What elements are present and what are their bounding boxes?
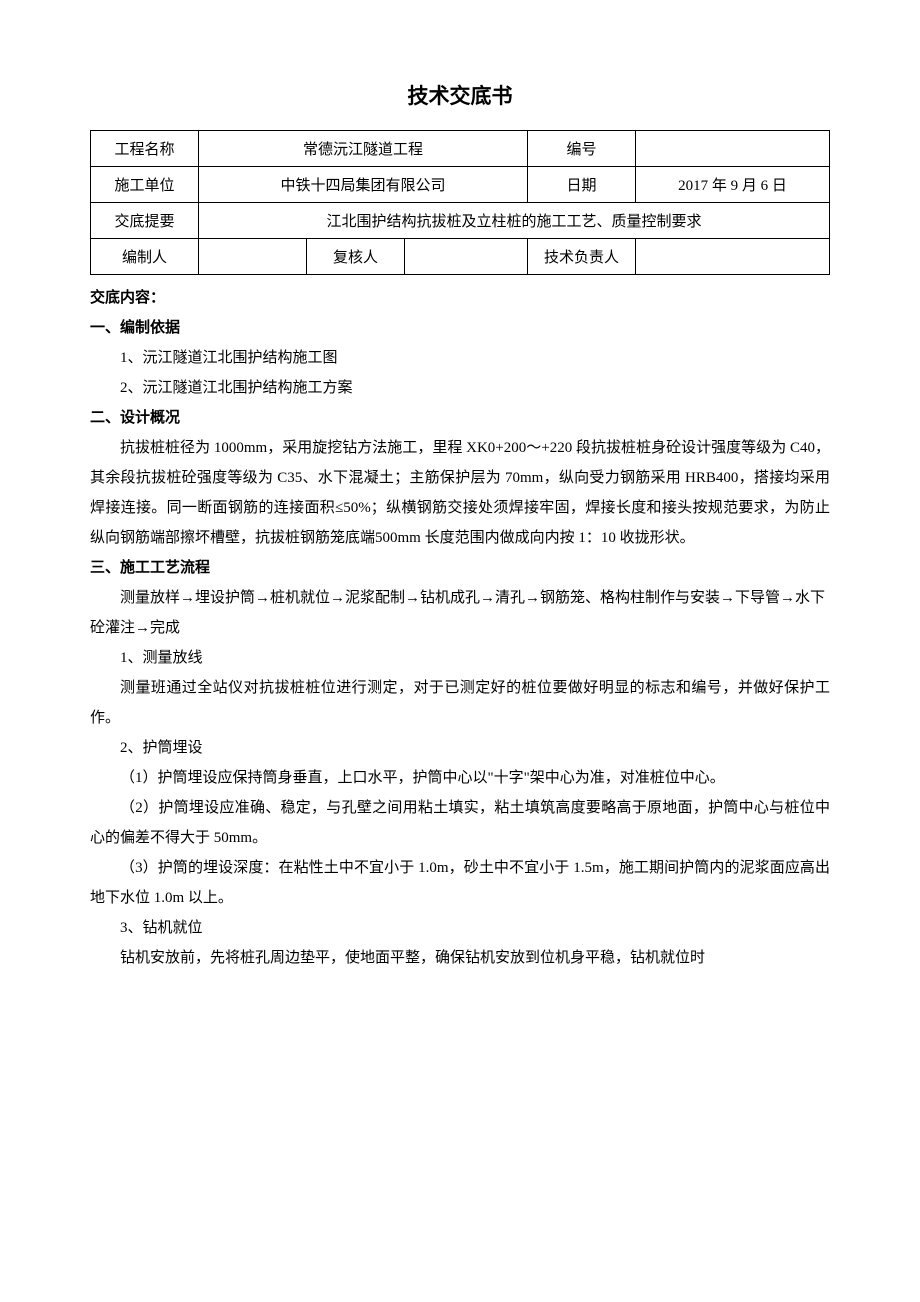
sec2-title: 二、设计概况	[90, 403, 830, 433]
author-value	[199, 239, 307, 275]
page-title: 技术交底书	[90, 80, 830, 110]
date-value: 2017 年 9 月 6 日	[636, 167, 830, 203]
tech-lead-label: 技术负责人	[528, 239, 636, 275]
content-body: 交底内容： 一、编制依据 1、沅江隧道江北围护结构施工图 2、沅江隧道江北围护结…	[90, 283, 830, 973]
serial-value	[636, 131, 830, 167]
sec3-flow: 测量放样→埋设护筒→桩机就位→泥浆配制→钻机成孔→清孔→钢筋笼、格构柱制作与安装…	[90, 583, 830, 643]
sec3-3-title: 3、钻机就位	[90, 913, 830, 943]
unit-label: 施工单位	[91, 167, 199, 203]
serial-label: 编号	[528, 131, 636, 167]
sec2-paragraph: 抗拔桩桩径为 1000mm，采用旋挖钻方法施工，里程 XK0+200～+220 …	[90, 433, 830, 553]
sec1-item1: 1、沅江隧道江北围护结构施工图	[90, 343, 830, 373]
content-header: 交底内容：	[90, 283, 830, 313]
header-table: 工程名称 常德沅江隧道工程 编号 施工单位 中铁十四局集团有限公司 日期 201…	[90, 130, 830, 275]
sec3-2-item1: （1）护筒埋设应保持筒身垂直，上口水平，护筒中心以"十字"架中心为准，对准桩位中…	[90, 763, 830, 793]
sec3-2-item3: （3）护筒的埋设深度：在粘性土中不宜小于 1.0m，砂土中不宜小于 1.5m，施…	[90, 853, 830, 913]
date-label: 日期	[528, 167, 636, 203]
reviewer-value	[405, 239, 528, 275]
summary-label: 交底提要	[91, 203, 199, 239]
sec1-title: 一、编制依据	[90, 313, 830, 343]
summary-value: 江北围护结构抗拔桩及立柱桩的施工工艺、质量控制要求	[199, 203, 830, 239]
reviewer-label: 复核人	[307, 239, 405, 275]
unit-value: 中铁十四局集团有限公司	[199, 167, 528, 203]
sec3-3-paragraph: 钻机安放前，先将桩孔周边垫平，使地面平整，确保钻机安放到位机身平稳，钻机就位时	[90, 943, 830, 973]
sec1-item2: 2、沅江隧道江北围护结构施工方案	[90, 373, 830, 403]
project-label: 工程名称	[91, 131, 199, 167]
sec3-1-paragraph: 测量班通过全站仪对抗拔桩桩位进行测定，对于已测定好的桩位要做好明显的标志和编号，…	[90, 673, 830, 733]
tech-lead-value	[636, 239, 830, 275]
sec3-2-item2: （2）护筒埋设应准确、稳定，与孔壁之间用粘土填实，粘土填筑高度要略高于原地面，护…	[90, 793, 830, 853]
sec3-2-title: 2、护筒埋设	[90, 733, 830, 763]
author-label: 编制人	[91, 239, 199, 275]
sec3-title: 三、施工工艺流程	[90, 553, 830, 583]
project-value: 常德沅江隧道工程	[199, 131, 528, 167]
sec3-1-title: 1、测量放线	[90, 643, 830, 673]
